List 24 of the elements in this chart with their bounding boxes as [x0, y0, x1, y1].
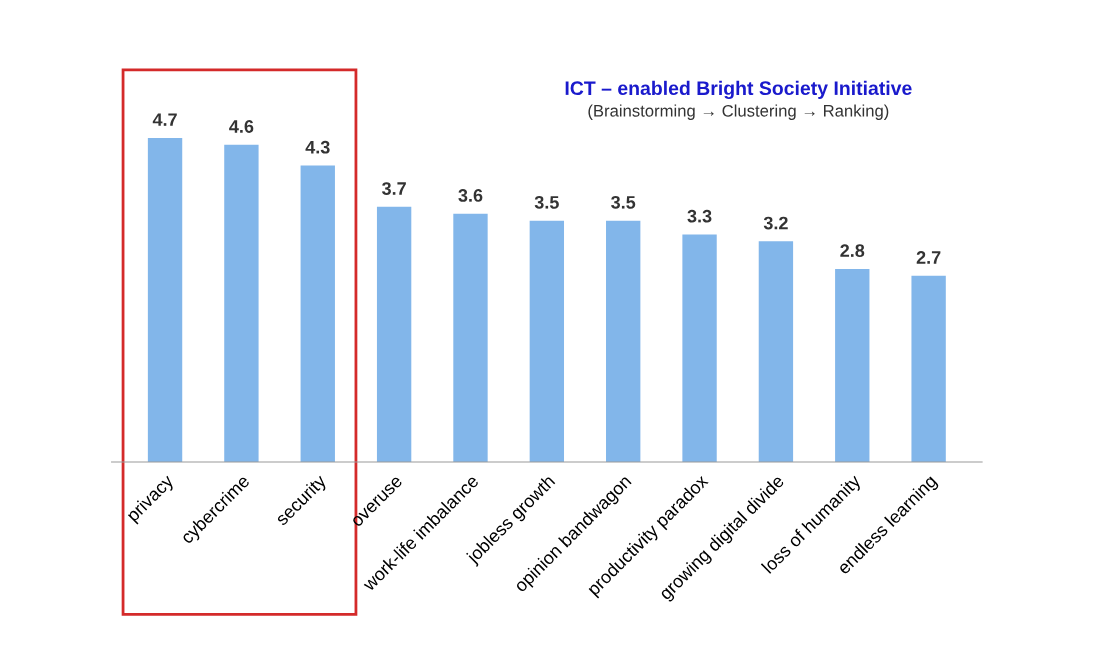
bar	[453, 213, 488, 462]
data-label: 4.3	[305, 140, 330, 154]
data-label: 2.7	[916, 251, 941, 264]
data-label: 2.8	[840, 244, 865, 258]
bar	[606, 220, 641, 462]
bar	[682, 234, 717, 462]
data-label: 3.5	[611, 195, 636, 209]
bar	[529, 220, 565, 462]
bar	[758, 241, 794, 462]
data-label: 4.6	[229, 120, 254, 133]
bar	[911, 275, 946, 462]
chart-title: ICT – enabled Bright Society Initiative	[565, 80, 912, 99]
chart-subtitle: (Brainstorming → Clustering → Ranking)	[588, 104, 889, 120]
bar	[376, 206, 412, 462]
data-label: 3.5	[534, 195, 559, 209]
data-label: 3.6	[458, 189, 483, 202]
data-label: 3.3	[687, 209, 712, 223]
data-label: 3.2	[763, 216, 788, 230]
bar	[835, 268, 870, 462]
bar	[147, 137, 183, 462]
bar	[224, 144, 259, 462]
bar	[300, 165, 335, 462]
data-label: 4.7	[152, 113, 177, 126]
data-label: 3.7	[381, 182, 406, 195]
